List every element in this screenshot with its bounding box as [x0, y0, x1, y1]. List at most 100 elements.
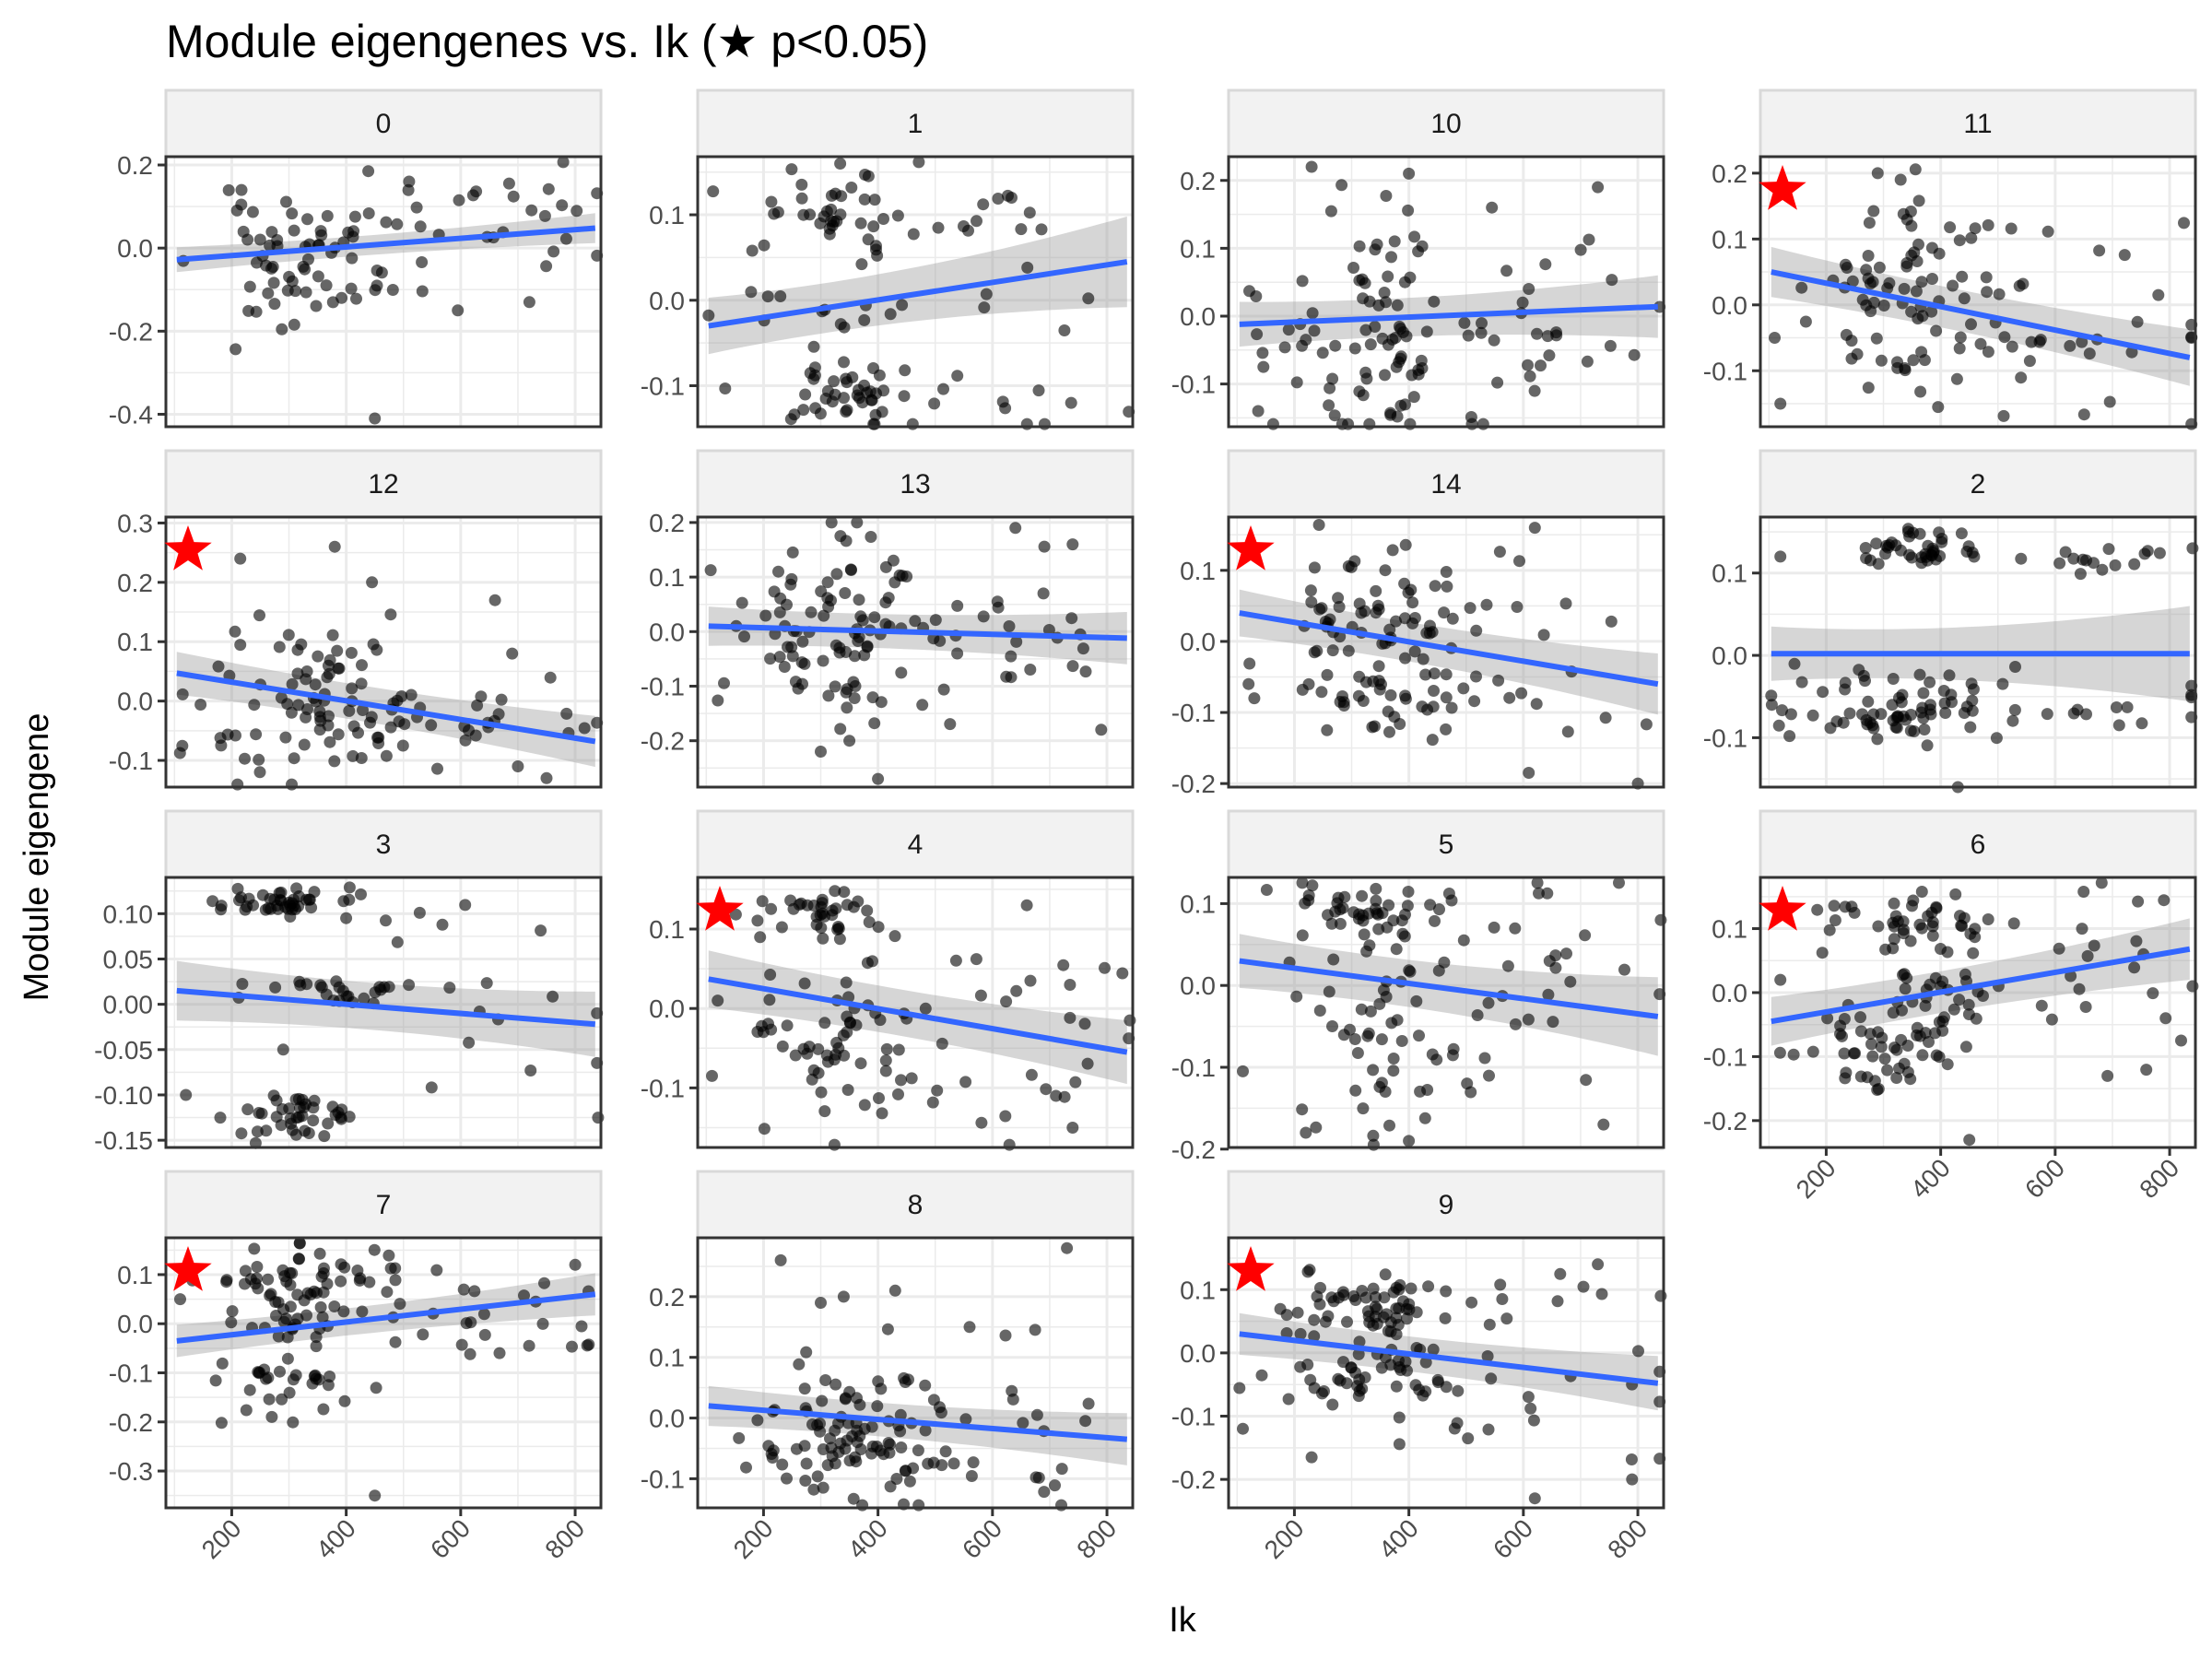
y-tick-label: -0.1: [1171, 1053, 1216, 1082]
data-point: [853, 594, 865, 606]
data-point: [1316, 1387, 1328, 1400]
data-point: [2140, 1064, 2153, 1077]
data-point: [817, 654, 830, 667]
data-point: [1955, 527, 1968, 540]
data-point: [1066, 538, 1079, 551]
data-point: [1597, 1118, 1610, 1131]
data-point: [1959, 1041, 1972, 1053]
data-point: [1895, 696, 1908, 709]
data-point: [859, 169, 871, 181]
confidence-ribbon-6: [1771, 918, 2190, 1046]
data-point: [1401, 1312, 1413, 1325]
data-point: [380, 216, 393, 229]
data-point: [1371, 238, 1383, 251]
data-point: [1024, 664, 1037, 676]
data-point: [2079, 1001, 2092, 1013]
data-point: [825, 516, 838, 529]
panel-0: 0 0.2 0.0 -0.2 -0.4: [109, 88, 604, 429]
data-point: [1605, 615, 1618, 628]
data-point: [410, 201, 423, 214]
data-point: [880, 1042, 893, 1055]
data-point: [1406, 369, 1418, 382]
data-point: [1409, 1379, 1422, 1392]
data-point: [1446, 612, 1459, 625]
data-point: [764, 969, 777, 981]
data-point: [814, 217, 827, 229]
data-point: [371, 265, 383, 276]
data-point: [1963, 1134, 1976, 1147]
data-point: [1370, 1291, 1382, 1303]
data-point: [321, 671, 334, 684]
data-point: [837, 1290, 850, 1303]
data-point: [307, 1114, 320, 1127]
data-point: [578, 722, 591, 735]
data-point: [357, 704, 369, 716]
data-point: [302, 893, 315, 906]
data-point: [1870, 332, 1883, 345]
data-point: [1081, 1057, 1094, 1070]
data-point: [342, 990, 355, 1003]
data-point: [797, 404, 810, 417]
data-point: [840, 686, 853, 699]
data-point: [1325, 1291, 1338, 1304]
data-point: [830, 215, 843, 228]
data-point: [1116, 967, 1129, 980]
data-point: [1321, 668, 1334, 681]
strip-12: [164, 449, 603, 519]
data-point: [858, 313, 871, 326]
y-tick-label: 0.0: [649, 287, 685, 315]
data-point: [1840, 328, 1853, 341]
data-point: [1341, 1315, 1353, 1328]
data-point: [1769, 332, 1781, 344]
data-point: [1064, 979, 1077, 991]
data-point: [1854, 1025, 1867, 1038]
data-point: [1530, 698, 1543, 711]
data-point: [1900, 213, 1913, 226]
data-point: [815, 746, 827, 758]
data-point: [2015, 552, 2028, 565]
data-point: [767, 1444, 780, 1457]
data-point: [806, 1073, 818, 1086]
data-point: [2095, 877, 2108, 889]
data-point: [1418, 1112, 1431, 1124]
data-point: [1501, 959, 1514, 972]
data-point: [1384, 688, 1397, 701]
data-point: [1440, 723, 1453, 735]
data-point: [898, 390, 911, 403]
data-point: [1413, 1030, 1425, 1042]
data-point: [817, 932, 830, 945]
data-point: [1890, 1072, 1903, 1084]
data-point: [367, 638, 380, 651]
data-point: [314, 225, 327, 238]
fit-line-9: [1239, 1331, 1659, 1386]
data-point: [944, 718, 957, 731]
data-point: [1899, 364, 1912, 377]
data-point: [366, 576, 379, 589]
data-point: [279, 731, 292, 744]
data-point: [469, 729, 482, 742]
data-point: [751, 1026, 764, 1038]
data-point: [1457, 682, 1470, 695]
data-point: [1452, 1384, 1465, 1397]
panel-border-3: [164, 876, 603, 1149]
data-point: [292, 890, 305, 903]
data-point: [947, 1457, 960, 1470]
data-point: [1531, 327, 1543, 340]
data-point: [2033, 335, 2046, 348]
data-point: [811, 1470, 824, 1483]
data-point: [1308, 1330, 1321, 1343]
data-point: [285, 706, 298, 719]
data-point: [495, 693, 508, 706]
data-point: [560, 707, 573, 720]
y-tick-label: 0.2: [649, 509, 685, 537]
data-point: [789, 676, 802, 688]
data-point: [1486, 201, 1499, 214]
y-tick-label: 0.0: [1180, 628, 1216, 656]
data-point: [271, 234, 284, 246]
data-point: [569, 1258, 582, 1271]
data-point: [355, 677, 368, 690]
data-point: [371, 279, 383, 292]
data-point: [1488, 334, 1500, 347]
data-point: [1912, 238, 1924, 251]
data-point: [712, 694, 724, 707]
